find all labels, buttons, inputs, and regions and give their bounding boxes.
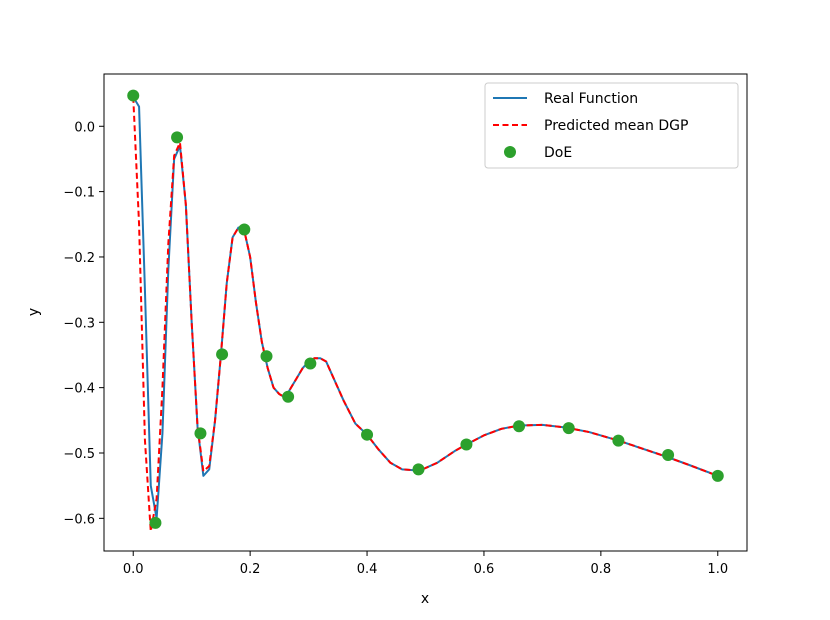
- y-tick-label: −0.3: [63, 316, 95, 331]
- y-tick-label: −0.6: [63, 512, 95, 527]
- doe-point: [171, 131, 184, 144]
- doe-point: [216, 348, 229, 361]
- doe-point: [282, 390, 295, 403]
- y-axis: 0.0 −0.1 −0.2 −0.3 −0.4 −0.5 −0.6: [63, 120, 104, 527]
- doe-point: [612, 434, 625, 447]
- doe-point: [194, 427, 207, 440]
- x-tick-label: 0.4: [357, 562, 378, 577]
- x-tick-label: 0.8: [591, 562, 612, 577]
- doe-point: [260, 350, 273, 363]
- doe-point: [513, 420, 526, 433]
- x-tick-label: 0.0: [123, 562, 144, 577]
- doe-point: [662, 448, 675, 461]
- y-tick-label: −0.4: [63, 382, 95, 397]
- legend-label-predicted-mean-dgp: Predicted mean DGP: [544, 118, 688, 134]
- doe-point: [711, 469, 724, 482]
- doe-point: [149, 516, 162, 529]
- doe-point: [127, 89, 140, 102]
- y-axis-title: y: [26, 308, 42, 316]
- series-doe: [127, 89, 724, 529]
- y-tick-label: 0.0: [74, 120, 95, 135]
- doe-point: [460, 438, 473, 451]
- plot-area: [127, 89, 724, 533]
- legend-label-real-function: Real Function: [544, 91, 638, 107]
- x-tick-label: 0.2: [240, 562, 261, 577]
- doe-point: [412, 463, 425, 476]
- plot-frame: [103, 73, 748, 552]
- x-tick-label: 1.0: [707, 562, 728, 577]
- legend-label-doe: DoE: [544, 145, 572, 161]
- legend-swatch-doe: [504, 146, 516, 158]
- y-tick-label: −0.2: [63, 251, 95, 266]
- doe-point: [238, 223, 251, 236]
- legend-box: [484, 82, 739, 169]
- doe-point: [562, 422, 575, 435]
- y-tick-label: −0.5: [63, 447, 95, 462]
- legend: Real Function Predicted mean DGP DoE: [484, 82, 739, 169]
- y-tick-label: −0.1: [63, 186, 95, 201]
- x-tick-label: 0.6: [474, 562, 495, 577]
- doe-point: [361, 428, 374, 441]
- x-axis-title: x: [421, 591, 429, 607]
- series-predicted-mean-dgp-line: [132, 96, 719, 533]
- doe-point: [304, 357, 317, 370]
- x-axis: 0.0 0.2 0.4 0.6 0.8 1.0: [123, 551, 728, 577]
